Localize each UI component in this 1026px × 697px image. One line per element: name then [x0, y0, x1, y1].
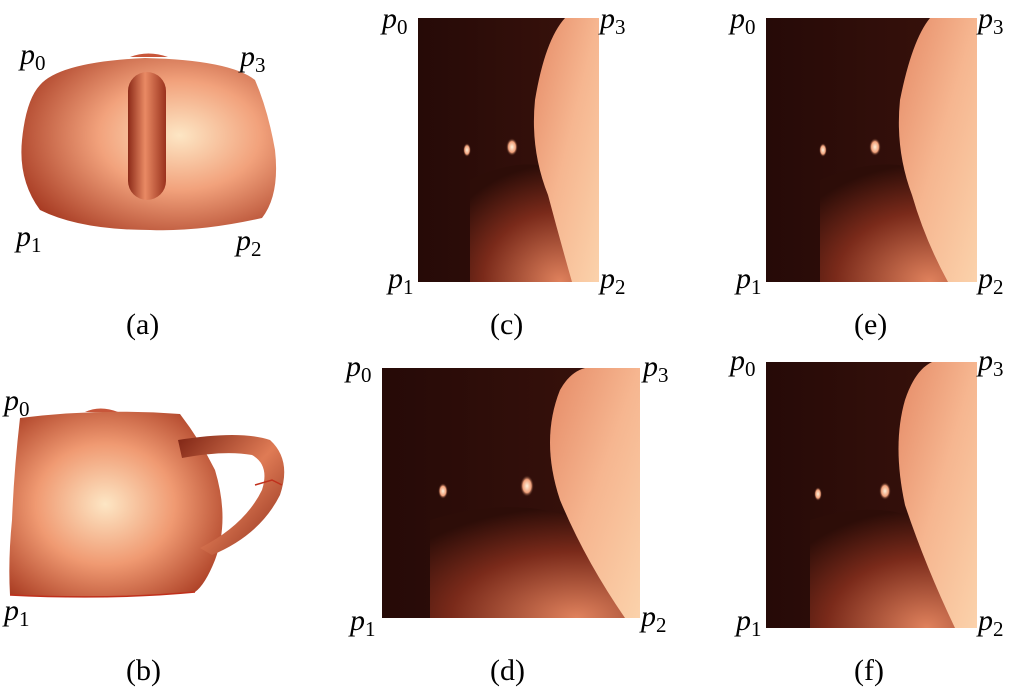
- panel-c-corner-p3: p3: [600, 2, 626, 39]
- panel-e-corner-p3: p3: [978, 2, 1004, 39]
- panel-d-corner-p0: p0: [346, 350, 372, 387]
- panel-e-corner-p0: p0: [730, 2, 756, 39]
- panel-a-corner-p3: p3: [240, 40, 266, 77]
- panel-e-corner-p1: p1: [736, 262, 762, 299]
- panel-f-image: [766, 362, 977, 628]
- panel-a-corner-p0: p0: [20, 38, 46, 75]
- panel-d-image: [382, 368, 640, 618]
- panel-a-image: [21, 53, 277, 231]
- panel-b-corner-p1: p1: [4, 594, 30, 631]
- panel-e-image: [766, 18, 977, 282]
- panel-f-caption: (f): [854, 654, 884, 687]
- panel-d-corner-p3: p3: [643, 350, 669, 387]
- panel-e-caption: (e): [854, 308, 888, 341]
- panel-f-corner-p3: p3: [978, 344, 1004, 381]
- panel-d-caption: (d): [490, 654, 525, 687]
- panel-a-corner-p1: p1: [16, 220, 42, 257]
- panel-b-image: [9, 408, 285, 598]
- panel-c-corner-p1: p1: [388, 262, 414, 299]
- panel-a-caption: (a): [126, 308, 160, 341]
- panel-b-corner-p0: p0: [4, 384, 30, 421]
- panel-c-corner-p2: p2: [600, 262, 626, 299]
- panel-c-image: [418, 18, 599, 282]
- panel-c-corner-p0: p0: [382, 2, 408, 39]
- panel-d-corner-p2: p2: [641, 600, 667, 637]
- panel-f-corner-p2: p2: [978, 604, 1004, 641]
- panel-a-corner-p2: p2: [236, 224, 262, 261]
- panel-f-corner-p0: p0: [730, 344, 756, 381]
- panel-c-caption: (c): [490, 308, 524, 341]
- panel-d-corner-p1: p1: [350, 604, 376, 641]
- panel-f-corner-p1: p1: [736, 604, 762, 641]
- panel-b-caption: (b): [126, 654, 161, 687]
- panel-e-corner-p2: p2: [978, 262, 1004, 299]
